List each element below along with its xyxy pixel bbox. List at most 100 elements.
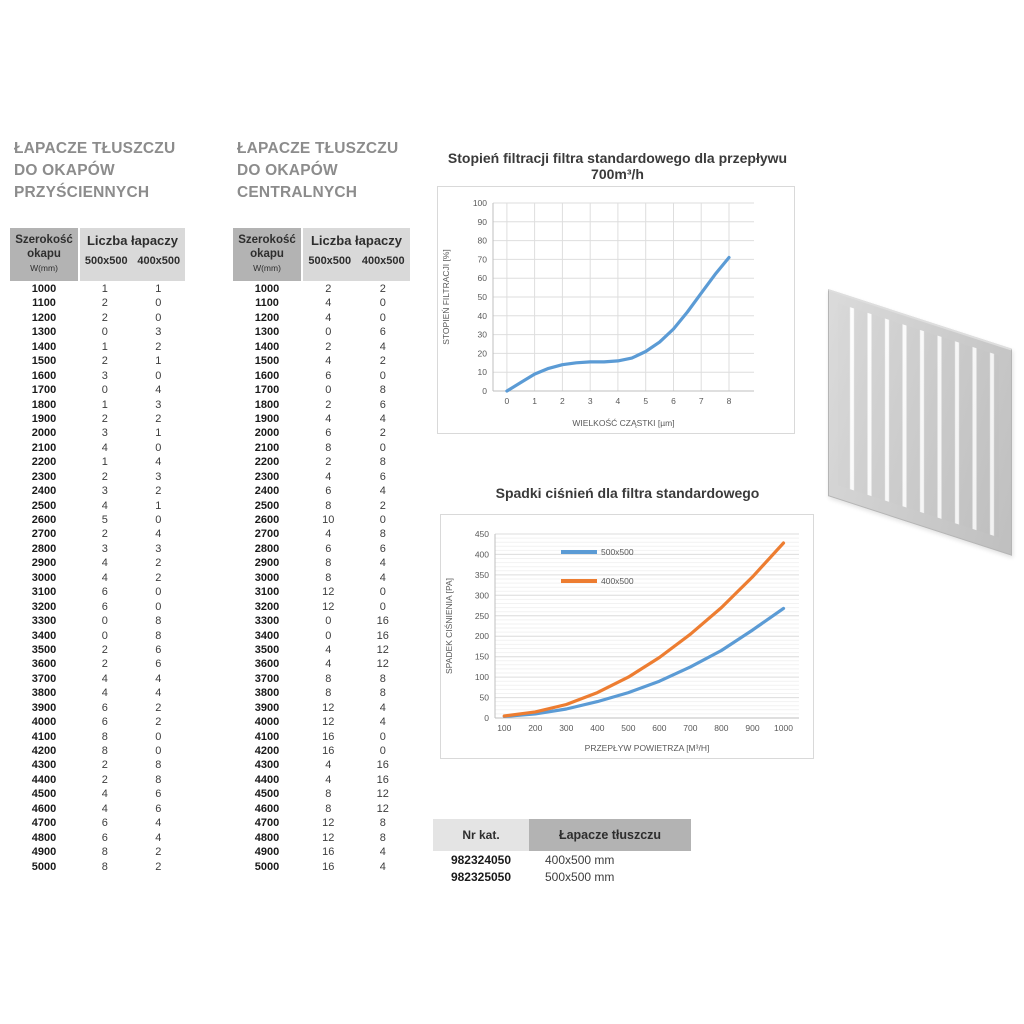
hood-width-cell: 1000 bbox=[254, 283, 280, 295]
trap-count-cell: 2 bbox=[155, 571, 162, 584]
table-row: 4900 8 2 bbox=[10, 845, 185, 859]
table-row: 3100 6 0 bbox=[10, 585, 185, 599]
catalog-body: 982324050 400x500 mm 982325050 500x500 mm bbox=[433, 852, 691, 885]
table-row: 3800 4 4 bbox=[10, 686, 185, 700]
trap-count-cell: 8 bbox=[155, 773, 162, 786]
trap-count-cell: 4 bbox=[379, 701, 386, 714]
trap-count-cell: 4 bbox=[325, 297, 332, 310]
table-row: 2200 1 4 bbox=[10, 455, 185, 469]
table-row: 4000 6 2 bbox=[10, 715, 185, 729]
table-row: 1500 2 1 bbox=[10, 354, 185, 368]
trap-count-cell: 0 bbox=[101, 615, 108, 628]
y-tick-label: 100 bbox=[475, 672, 489, 682]
hood-width-cell: 3700 bbox=[254, 672, 280, 685]
trap-count-cell: 16 bbox=[376, 629, 389, 642]
hood-width-cell: 2500 bbox=[31, 499, 57, 512]
trap-count-cell: 2 bbox=[101, 773, 108, 786]
trap-count-cell: 16 bbox=[376, 759, 389, 772]
trap-count-cell: 3 bbox=[155, 542, 162, 555]
x-tick-label: 800 bbox=[714, 723, 728, 733]
trap-count-cell: 4 bbox=[325, 311, 332, 324]
trap-count-cell: 5 bbox=[101, 514, 108, 526]
trap-count-cell: 8 bbox=[101, 730, 108, 743]
table-row: 3900 12 4 bbox=[233, 701, 410, 715]
table-row: 1300 0 6 bbox=[233, 325, 410, 339]
trap-count-cell: 0 bbox=[101, 384, 108, 397]
wall-hoods-title: ŁAPACZE TŁUSZCZU DO OKAPÓW PRZYŚCIENNYCH bbox=[14, 138, 175, 204]
table-row: 2600 5 0 bbox=[10, 513, 185, 527]
x-tick-label: 1000 bbox=[774, 723, 793, 733]
table-row: 1700 0 4 bbox=[10, 383, 185, 397]
table-row: 2400 3 2 bbox=[10, 484, 185, 498]
table-row: 4700 6 4 bbox=[10, 816, 185, 830]
header-trap-count: Liczba łapaczy 500x500 400x500 bbox=[303, 228, 410, 281]
table-row: 2600 10 0 bbox=[233, 513, 410, 527]
trap-count-cell: 3 bbox=[155, 326, 162, 339]
catalog-number-header: Nr kat. bbox=[433, 819, 529, 851]
table-row: 2300 4 6 bbox=[233, 470, 410, 484]
table-row: 1100 2 0 bbox=[10, 296, 185, 310]
hood-width-cell: 1200 bbox=[31, 311, 57, 324]
trap-count-cell: 12 bbox=[322, 716, 335, 729]
trap-count-cell: 4 bbox=[379, 860, 386, 873]
header-400x500: 400x500 bbox=[361, 255, 405, 267]
trap-count-cell: 12 bbox=[322, 817, 335, 830]
table-row: 3200 12 0 bbox=[233, 600, 410, 614]
trap-count-cell: 4 bbox=[325, 773, 332, 786]
trap-count-cell: 8 bbox=[155, 629, 162, 642]
trap-count-cell: 4 bbox=[155, 528, 162, 541]
hood-width-cell: 2700 bbox=[31, 528, 57, 541]
trap-count-cell: 8 bbox=[379, 384, 386, 397]
trap-count-cell: 4 bbox=[325, 355, 332, 368]
y-tick-label: 50 bbox=[480, 693, 490, 703]
trap-count-cell: 4 bbox=[379, 716, 386, 729]
trap-count-cell: 0 bbox=[379, 311, 386, 324]
trap-count-cell: 0 bbox=[325, 629, 332, 642]
hood-width-cell: 1800 bbox=[254, 398, 280, 411]
filtration-chart: 0 10 20 30 40 50 60 70 80 90 100 0 1 2 3 4 5 6 7 8 WIELKOŚĆ … bbox=[437, 186, 795, 434]
hood-width-cell: 2200 bbox=[254, 456, 280, 469]
hood-width-cell: 2900 bbox=[31, 557, 57, 570]
trap-count-cell: 8 bbox=[155, 615, 162, 628]
trap-count-cell: 0 bbox=[379, 586, 386, 599]
trap-count-cell: 3 bbox=[155, 398, 162, 411]
trap-count-cell: 0 bbox=[155, 369, 162, 382]
y-tick-label: 80 bbox=[478, 236, 488, 246]
hood-width-cell: 1100 bbox=[32, 297, 56, 310]
trap-count-cell: 4 bbox=[325, 412, 332, 425]
y-tick-label: 40 bbox=[478, 311, 488, 321]
table-header: Szerokość okapu W(mm) Liczba łapaczy 500… bbox=[10, 228, 185, 281]
hood-width-cell: 2900 bbox=[254, 557, 280, 570]
y-tick-label: 0 bbox=[482, 386, 487, 396]
hood-width-cell: 2200 bbox=[31, 456, 57, 469]
hood-width-cell: 2100 bbox=[254, 441, 280, 454]
trap-count-cell: 2 bbox=[155, 485, 162, 498]
trap-count-cell: 6 bbox=[101, 831, 108, 844]
hood-width-cell: 3200 bbox=[254, 600, 280, 613]
trap-count-cell: 2 bbox=[379, 283, 386, 295]
hood-width-cell: 3900 bbox=[31, 701, 57, 714]
hood-width-cell: 2500 bbox=[254, 499, 280, 512]
hood-width-cell: 3500 bbox=[31, 643, 57, 656]
trap-count-cell: 4 bbox=[101, 687, 108, 700]
trap-count-cell: 0 bbox=[101, 629, 108, 642]
table-row: 4400 2 8 bbox=[10, 773, 185, 787]
trap-count-cell: 0 bbox=[155, 586, 162, 599]
table-row: 2500 4 1 bbox=[10, 499, 185, 513]
hood-width-cell: 1400 bbox=[254, 340, 280, 353]
trap-count-cell: 3 bbox=[101, 369, 108, 382]
title-line: ŁAPACZE TŁUSZCZU bbox=[237, 140, 399, 157]
trap-count-cell: 0 bbox=[155, 441, 162, 454]
y-tick-label: 300 bbox=[475, 590, 489, 600]
trap-count-cell: 1 bbox=[101, 283, 108, 295]
trap-count-cell: 3 bbox=[101, 427, 108, 440]
hood-width-cell: 4200 bbox=[31, 745, 57, 757]
trap-count-cell: 3 bbox=[101, 485, 108, 498]
table-row: 3700 4 4 bbox=[10, 672, 185, 686]
table-row: 2500 8 2 bbox=[233, 499, 410, 513]
hood-width-cell: 3200 bbox=[31, 600, 57, 613]
trap-count-cell: 0 bbox=[101, 326, 108, 339]
trap-count-cell: 0 bbox=[155, 745, 162, 757]
trap-count-cell: 1 bbox=[155, 499, 162, 512]
